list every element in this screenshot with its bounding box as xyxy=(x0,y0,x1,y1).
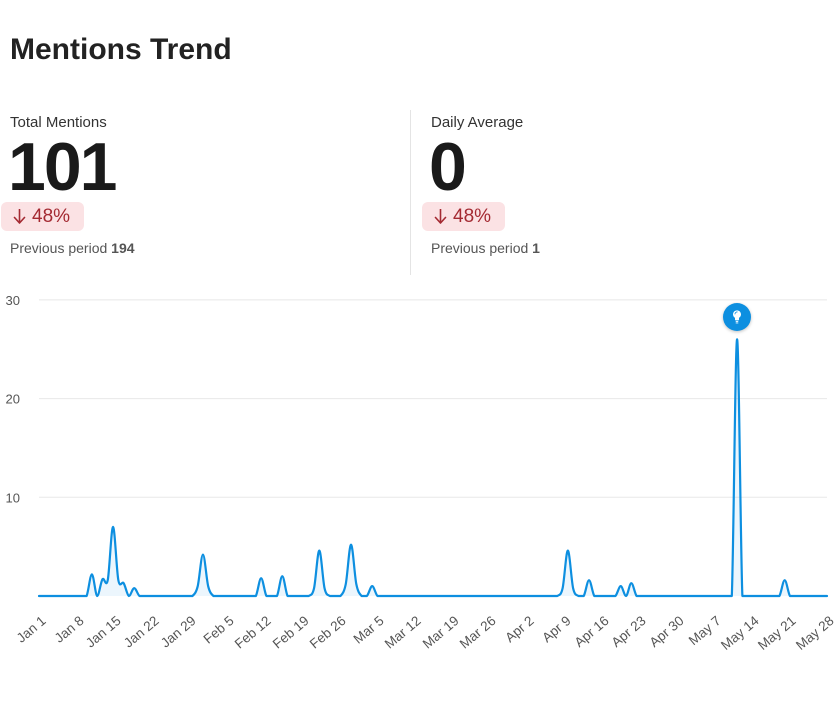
svg-text:30: 30 xyxy=(6,293,20,308)
svg-text:20: 20 xyxy=(6,392,20,407)
svg-text:10: 10 xyxy=(6,490,20,505)
